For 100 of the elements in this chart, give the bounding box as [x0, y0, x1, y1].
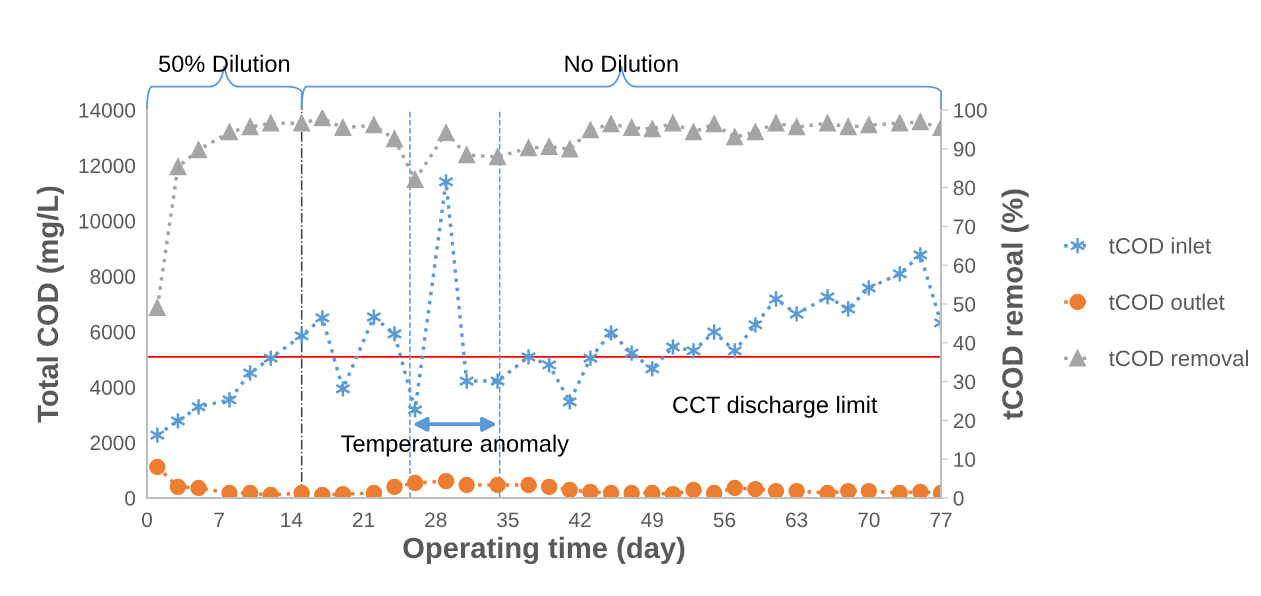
- point: [169, 478, 187, 496]
- point: [190, 141, 207, 159]
- y-tick-label: 6000: [90, 324, 136, 340]
- point: [458, 146, 475, 164]
- point: [644, 484, 661, 498]
- point: [685, 341, 702, 360]
- y2-tick-label: 10: [954, 452, 976, 467]
- point: [221, 484, 238, 498]
- point: [149, 458, 166, 476]
- text: 50% Dilution: [159, 54, 290, 73]
- y2-tick-label: 90: [953, 141, 976, 157]
- point: [489, 148, 506, 166]
- x-tick-label: 56: [713, 512, 736, 528]
- y-tick-label: 2000: [90, 435, 136, 451]
- point: [726, 479, 743, 497]
- y2-tick-label: 60: [953, 258, 976, 273]
- point: [840, 118, 857, 136]
- point: [788, 118, 805, 136]
- point: [623, 484, 640, 498]
- point: [241, 118, 259, 136]
- y-tick-label: 14000: [79, 103, 136, 118]
- point: [788, 305, 805, 323]
- point: [149, 426, 166, 444]
- y2-tick-label: 50: [953, 297, 976, 312]
- point: [437, 472, 455, 490]
- point: [540, 478, 558, 496]
- point: [644, 120, 661, 138]
- point: [520, 348, 537, 366]
- point: [190, 479, 207, 497]
- point: [767, 115, 785, 132]
- x-tick-label: 0: [142, 512, 152, 528]
- point: [365, 116, 383, 134]
- point: [293, 115, 310, 132]
- point: [365, 484, 383, 498]
- point: [819, 287, 836, 306]
- point: [561, 481, 578, 498]
- legend-label: tCOD outlet: [1109, 293, 1225, 310]
- x-tick-label: 7: [214, 512, 224, 527]
- point: [788, 482, 805, 498]
- y2-axis-title: tCOD remoal (%): [1001, 189, 1029, 420]
- point: [221, 123, 238, 141]
- y2-tick-label: 80: [953, 180, 976, 196]
- point: [406, 474, 424, 492]
- x-tick-label: 14: [281, 512, 303, 527]
- y2-tick-label: 70: [953, 219, 976, 235]
- y2-tick-label: 40: [953, 335, 976, 351]
- point: [582, 349, 599, 367]
- point: [561, 140, 578, 158]
- point: [241, 484, 259, 498]
- point: [705, 484, 723, 498]
- point: [860, 482, 878, 498]
- y-tick-label: 8000: [90, 269, 136, 285]
- point: [582, 483, 599, 498]
- point: [458, 476, 475, 494]
- y-tick-label: 0: [125, 491, 136, 506]
- point: [489, 476, 506, 494]
- x-tick-label: 42: [568, 512, 591, 527]
- y2-tick-label: 100: [954, 103, 987, 118]
- point: [582, 121, 599, 139]
- point: [685, 123, 702, 141]
- point: [293, 484, 310, 498]
- point: [912, 483, 929, 498]
- x-tick-label: 21: [353, 512, 375, 527]
- legend-label: tCOD inlet: [1109, 237, 1211, 254]
- point: [685, 481, 702, 498]
- point: [489, 372, 506, 390]
- point: [623, 344, 640, 362]
- y2-tick-label: 20: [953, 413, 976, 429]
- y-tick-label: 4000: [90, 380, 136, 395]
- point: [314, 110, 331, 127]
- point: [891, 484, 908, 498]
- point: [912, 246, 929, 264]
- point: [623, 119, 640, 137]
- y-axis-title: Total COD (mg/L): [36, 186, 65, 423]
- point: [726, 128, 743, 146]
- x-axis-title: Operating time (day): [403, 536, 685, 565]
- x-tick-label: 35: [497, 512, 519, 528]
- point: [386, 325, 403, 343]
- point: [262, 349, 279, 367]
- point: [664, 115, 682, 132]
- point: [262, 115, 279, 132]
- point: [747, 123, 764, 141]
- point: [705, 115, 723, 133]
- point: [520, 476, 537, 494]
- point: [891, 115, 908, 132]
- x-tick-label: 70: [858, 512, 880, 528]
- y-tick-label: 12000: [79, 158, 136, 174]
- point: [602, 115, 620, 133]
- point: [190, 397, 207, 416]
- point: [149, 299, 166, 317]
- point: [406, 171, 424, 189]
- point: [644, 359, 661, 378]
- point: [860, 116, 878, 134]
- point: [819, 115, 836, 132]
- y-tick-label: 10000: [79, 213, 136, 229]
- point: [334, 119, 352, 137]
- x-tick-label: 28: [425, 512, 447, 528]
- point: [458, 372, 475, 390]
- point: [767, 482, 785, 498]
- point: [520, 139, 537, 157]
